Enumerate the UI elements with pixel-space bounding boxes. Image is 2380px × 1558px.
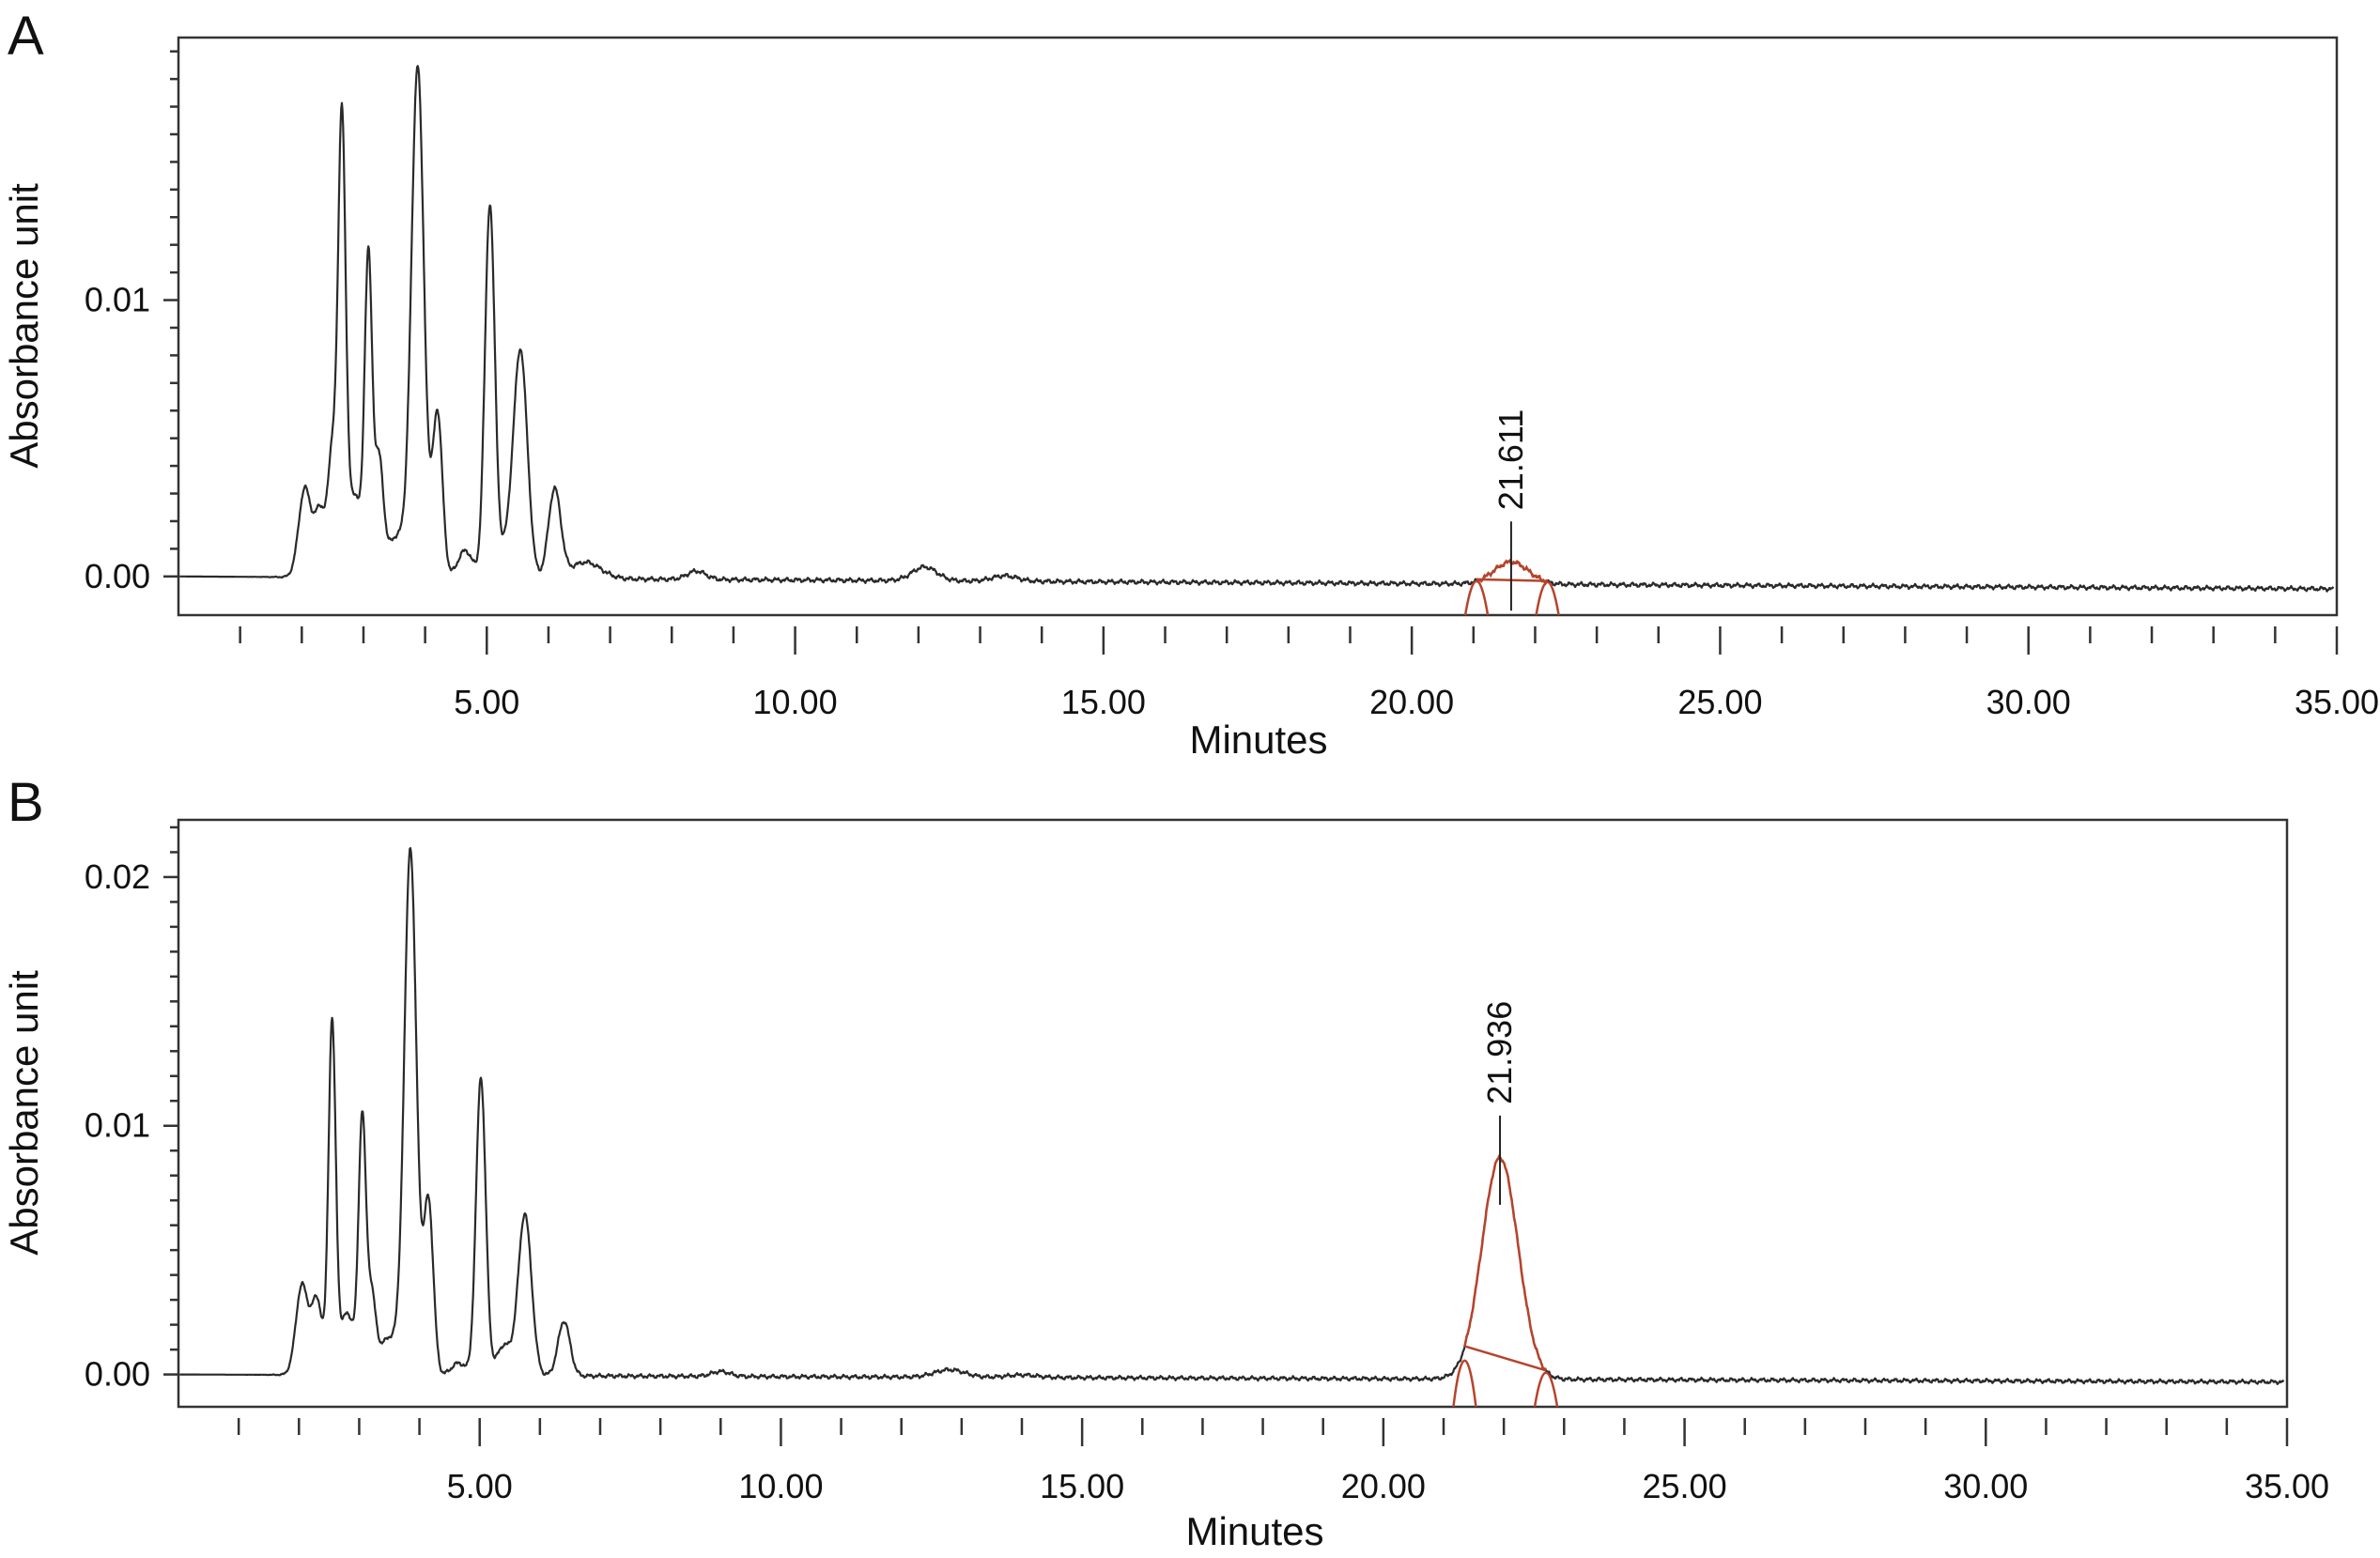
plot-frame: [177, 818, 2289, 1409]
absorbance-trace: [178, 65, 2335, 593]
x-tick-label: 25.00: [1677, 683, 1762, 721]
x-tick-label: 20.00: [1341, 1467, 1426, 1505]
chromatogram-series: [178, 65, 2335, 593]
x-tick-label: 20.00: [1369, 683, 1454, 721]
x-tick-label: 30.00: [1986, 683, 2071, 721]
y-tick-label: 0.00: [85, 557, 150, 595]
panel-label: A: [8, 6, 44, 67]
peak-end-marker: [1533, 1371, 1559, 1408]
x-axis-ticks: 5.00 10.00 15.00 20.00 25.00 30.00 35.00: [239, 626, 2379, 721]
peak-baseline: [1464, 1345, 1547, 1372]
y-axis-label: Absorbance unit: [2, 183, 46, 469]
x-tick-label: 30.00: [1943, 1467, 2028, 1505]
x-axis-label: Minutes: [1189, 717, 1327, 762]
x-tick-label: 5.00: [454, 683, 519, 721]
y-axis-ticks: 0.00 0.01 0.02: [85, 825, 178, 1394]
peak-start-marker: [1463, 579, 1490, 616]
annotated-peak: 21.936: [1452, 1001, 1559, 1408]
absorbance-trace: [178, 847, 2285, 1385]
x-tick-label: 10.00: [753, 683, 838, 721]
peak-end-marker: [1535, 580, 1560, 616]
x-tick-label: 15.00: [1040, 1467, 1124, 1505]
chart-panel-b: B Absorbance unit Minutes 0.00 0.01 0.02 5…: [2, 772, 2329, 1553]
x-axis-ticks: 5.00 10.00 15.00 20.00 25.00 30.00 35.00: [237, 1418, 2329, 1505]
x-tick-label: 15.00: [1061, 683, 1146, 721]
y-tick-label: 0.01: [85, 281, 150, 319]
peak-fit-curve: [1463, 1154, 1548, 1371]
x-tick-label: 35.00: [2295, 683, 2379, 721]
y-axis-ticks: 0.00 0.01: [85, 50, 178, 595]
x-tick-label: 25.00: [1643, 1467, 1727, 1505]
peak-retention-label: 21.611: [1491, 409, 1530, 510]
x-tick-label: 5.00: [447, 1467, 513, 1505]
panel-label: B: [8, 772, 44, 833]
chromatogram-series: [178, 847, 2285, 1385]
plot-frame: [177, 36, 2339, 617]
annotated-peak: 21.611: [1463, 409, 1560, 616]
x-axis-label: Minutes: [1185, 1509, 1323, 1553]
x-tick-label: 35.00: [2245, 1467, 2329, 1505]
x-tick-label: 10.00: [738, 1467, 823, 1505]
peak-start-marker: [1452, 1359, 1477, 1408]
y-tick-label: 0.02: [85, 857, 150, 896]
y-tick-label: 0.00: [85, 1355, 150, 1394]
peak-retention-label: 21.936: [1480, 1001, 1519, 1104]
y-tick-label: 0.01: [85, 1106, 150, 1145]
chart-panel-a: A Absorbance unit Minutes 0.00 0.01 5.00 1…: [2, 6, 2379, 762]
y-axis-label: Absorbance unit: [2, 970, 46, 1256]
